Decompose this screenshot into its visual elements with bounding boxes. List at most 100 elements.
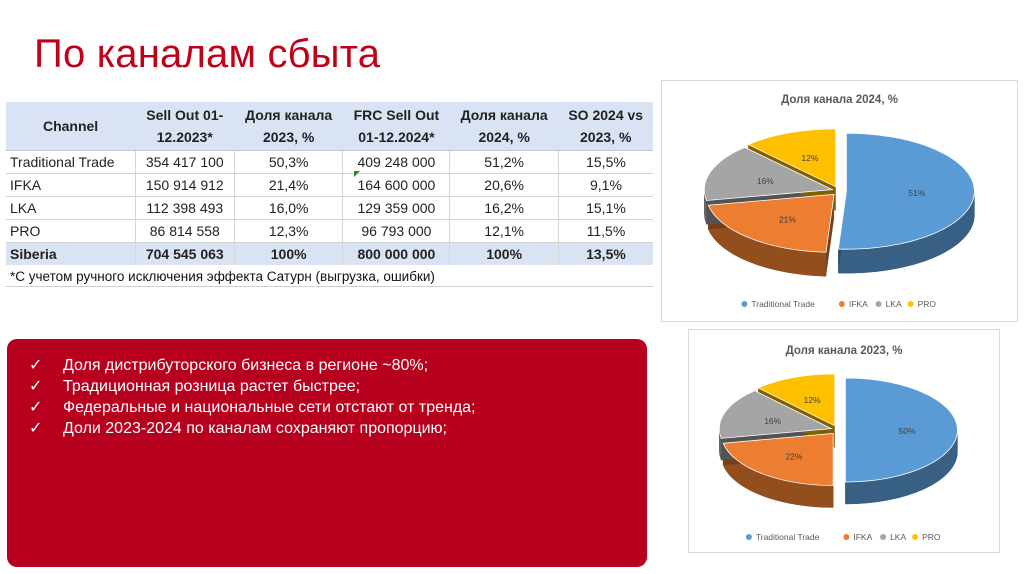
table-cell: 9,1% [558, 173, 653, 197]
column-header-line: 12.2023* [156, 129, 213, 145]
table-cell: PRO [6, 219, 136, 243]
summary-item-text: Традиционная розница растет быстрее; [63, 378, 361, 395]
pie-chart-2024-card: Доля канала 2024, % 51% 21% 16% 12% Tradition… [661, 80, 1018, 322]
table-cell: 21,4% [234, 173, 344, 197]
legend-entry: LKA [890, 532, 906, 542]
table-cell: 51,2% [449, 150, 559, 174]
pie-data-label: 16% [757, 176, 774, 186]
table-cell: 13,5% [558, 242, 653, 267]
pie-slice-pro [747, 128, 837, 188]
table-cell: 354 417 100 [135, 150, 235, 174]
summary-box: ✓ Доля дистрибуторского бизнеса в регионе… [7, 339, 647, 567]
summary-item: ✓ Доля дистрибуторского бизнеса в регионе… [29, 355, 647, 376]
table-cell: 86 814 558 [135, 219, 235, 243]
table-cell: 164 600 000 [342, 173, 451, 197]
column-header-line: 2023, % [262, 129, 315, 145]
summary-list: ✓ Доля дистрибуторского бизнеса в регионе… [7, 339, 647, 439]
table-cell: 11,5% [558, 219, 653, 243]
column-header-line: 2023, % [580, 129, 632, 145]
summary-item-text: Федеральные и национальные сети отстают … [63, 399, 476, 416]
legend-marker [880, 534, 887, 540]
column-header-line: Channel [42, 118, 99, 134]
pie-slice-lka [718, 390, 833, 439]
cell-marker-icon [354, 171, 360, 177]
table-cell: 409 248 000 [342, 150, 451, 174]
pie-tops: 50% 22% 16% 12% [718, 373, 958, 486]
legend-marker [907, 301, 914, 307]
pie-data-label: 51% [908, 188, 925, 198]
table-row: IFKA 150 914 912 21,4% 164 600 000 20,6% 9,1% [6, 173, 653, 197]
table-total-row: Siberia 704 545 063 100% 800 000 000 100% 13,… [6, 242, 653, 267]
column-header-line: FRC Sell Out [353, 107, 440, 123]
pie-data-label: 21% [779, 214, 796, 224]
summary-item: ✓ Федеральные и национальные сети отстают… [29, 397, 647, 418]
checkmark-icon: ✓ [29, 399, 43, 416]
table-cell: 129 359 000 [342, 196, 451, 220]
column-header: Доля канала 2024, % [449, 102, 559, 151]
column-header: SO 2024 vs 2023, % [558, 102, 653, 151]
table-cell: Siberia [6, 242, 136, 267]
column-header: Доля канала 2023, % [234, 102, 343, 151]
legend-marker [875, 301, 882, 307]
legend-marker [843, 534, 850, 540]
table-cell: IFKA [6, 173, 136, 197]
chart-title: Доля канала 2023, % [786, 345, 903, 357]
table-row: Traditional Trade 354 417 100 50,3% 409 248… [6, 150, 653, 174]
pie-tops: 51% 21% 16% 12% [703, 128, 975, 253]
table-cell: 12,3% [234, 219, 344, 243]
table-cell: 112 398 493 [135, 196, 235, 220]
table-cell: 16,2% [449, 196, 559, 220]
checkmark-icon: ✓ [29, 420, 43, 437]
summary-item: ✓ Традиционная розница растет быстрее; [29, 376, 647, 397]
table-cell: 20,6% [449, 173, 559, 197]
pie-chart-2023-card: Доля канала 2023, % 50% 22% 16% 12% Tradition… [688, 329, 1000, 553]
column-header-line: SO 2024 vs [568, 107, 644, 123]
pie-chart-2023: Доля канала 2023, % 50% 22% 16% 12% Tradition… [718, 345, 958, 542]
page-title: По каналам сбыта [34, 32, 381, 76]
pie-slice-lka [703, 146, 834, 201]
legend-entry: PRO [918, 299, 937, 309]
table-cell: 15,1% [558, 196, 653, 220]
table-cell: Traditional Trade [6, 150, 136, 174]
table-cell: 100% [449, 242, 559, 267]
pie-slice-ifka [722, 433, 834, 486]
table-header-row: Channel Sell Out 01- 12.2023* Доля канала 20… [6, 102, 653, 151]
legend-marker [912, 534, 919, 540]
column-header: Sell Out 01- 12.2023* [135, 102, 235, 151]
channel-table: Channel Sell Out 01- 12.2023* Доля канала 20… [6, 102, 653, 267]
legend-entry: Traditional Trade [751, 299, 815, 309]
chart-legend: Traditional Trade IFKA LKA PRO [745, 532, 941, 542]
table-cell: LKA [6, 196, 136, 220]
chart-legend: Traditional Trade IFKA LKA PRO [741, 299, 936, 309]
legend-entry: IFKA [853, 532, 872, 542]
column-header-line: 2024, % [478, 129, 530, 145]
column-header-line: Доля канала [245, 107, 333, 123]
pie-data-label: 16% [764, 416, 781, 426]
table-cell: 15,5% [558, 150, 653, 174]
table-cell: 12,1% [449, 219, 559, 243]
table-cell: 150 914 912 [135, 173, 235, 197]
pie-slice-ifka [707, 193, 835, 253]
pie-slice-pro [757, 373, 836, 427]
channel-table-container: Channel Sell Out 01- 12.2023* Доля канала 20… [6, 102, 653, 287]
pie-data-label: 22% [785, 452, 802, 462]
legend-marker [838, 301, 845, 307]
pie-data-label: 50% [898, 426, 915, 436]
legend-marker [745, 534, 752, 540]
summary-item-text: Доля дистрибуторского бизнеса в регионе … [63, 357, 429, 374]
column-header: Channel [6, 102, 136, 151]
legend-entry: PRO [922, 532, 941, 542]
legend-entry: IFKA [849, 299, 868, 309]
chart-title: Доля канала 2024, % [781, 94, 898, 106]
table-cell: 100% [234, 242, 344, 267]
table-cell: 800 000 000 [342, 242, 451, 267]
table-cell: 96 793 000 [342, 219, 451, 243]
column-header-line: Sell Out 01- [146, 107, 224, 123]
column-header-line: Доля канала [460, 107, 548, 123]
table-row: LKA 112 398 493 16,0% 129 359 000 16,2% 15,1% [6, 196, 653, 220]
column-header: FRC Sell Out 01-12.2024* [342, 102, 450, 151]
pie-data-label: 12% [801, 153, 818, 163]
table-cell: 16,0% [234, 196, 344, 220]
summary-item-text: Доли 2023-2024 по каналам сохраняют проп… [63, 420, 447, 437]
table-row: PRO 86 814 558 12,3% 96 793 000 12,1% 11,5% [6, 219, 653, 243]
